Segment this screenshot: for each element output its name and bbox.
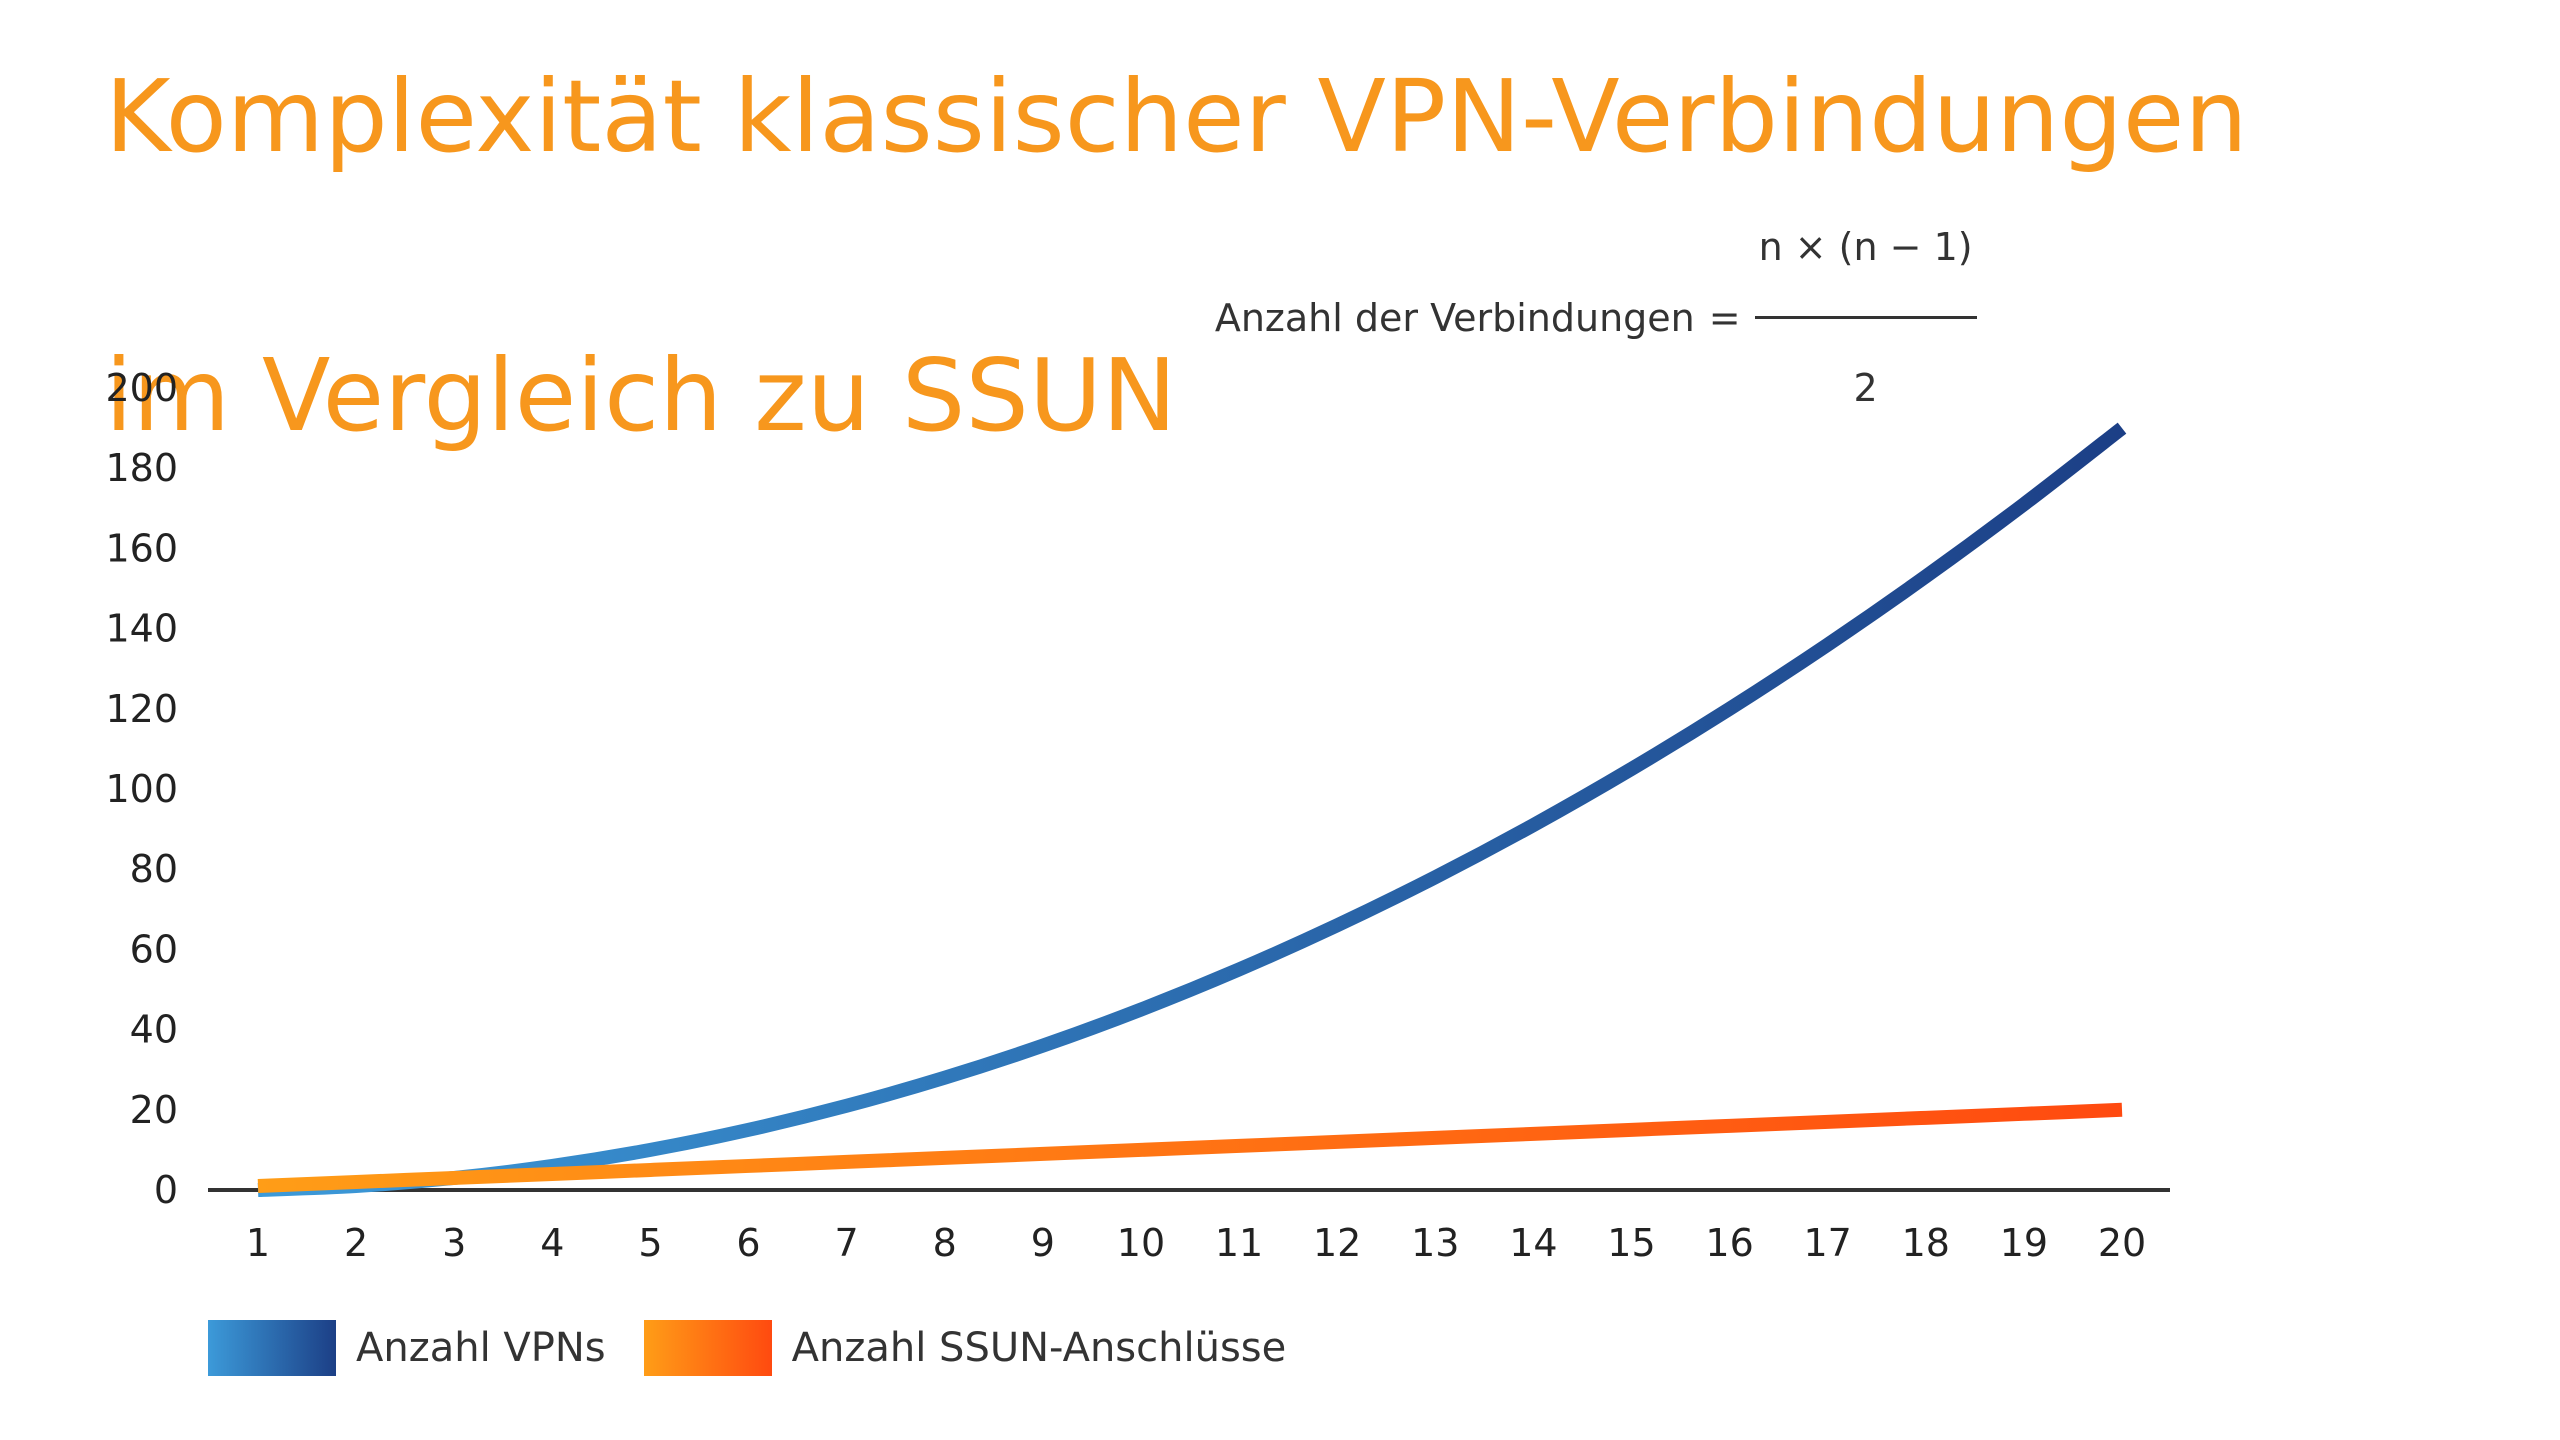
x-tick-label: 3: [442, 1221, 466, 1265]
y-tick-label: 0: [154, 1168, 178, 1212]
series-line-vpn: [257, 422, 2127, 1197]
x-tick-label: 2: [344, 1221, 368, 1265]
y-tick-label: 160: [105, 526, 178, 570]
formula-equals: =: [1708, 295, 1741, 340]
x-tick-label: 5: [638, 1221, 662, 1265]
formula-fraction: n × (n − 1) 2: [1754, 182, 1977, 453]
x-tick-label: 13: [1411, 1221, 1459, 1265]
legend-swatch-vpn: [208, 1320, 336, 1376]
legend-label-ssun: Anzahl SSUN-Anschlüsse: [791, 1325, 1287, 1371]
title-line-1: Komplexität klassischer VPN-Verbindungen: [105, 58, 2248, 175]
y-tick-label: 100: [105, 767, 178, 811]
series-lines: [257, 422, 2127, 1197]
x-tick-label: 1: [246, 1221, 270, 1265]
formula-lhs: Anzahl der Verbindungen: [1214, 295, 1695, 340]
legend-swatch-ssun: [643, 1320, 772, 1376]
x-tick-label: 8: [933, 1221, 957, 1265]
x-tick-label: 16: [1705, 1221, 1753, 1265]
x-tick-label: 9: [1031, 1221, 1055, 1265]
formula-numerator: n × (n − 1): [1754, 182, 1977, 319]
y-tick-label: 140: [105, 607, 178, 651]
x-tick-label: 7: [835, 1221, 859, 1265]
y-tick-label: 80: [130, 847, 178, 891]
x-tick-label: 4: [540, 1221, 564, 1265]
x-axis-tick-labels: 1 2 3 4 5 6 7 8 9 10 11 12 13 14 15 16 17 18 19 20: [246, 1221, 2146, 1265]
x-tick-label: 12: [1313, 1221, 1361, 1265]
connection-formula: Anzahl der Verbindungen = n × (n − 1) 2: [1215, 182, 1977, 453]
chart-title: Komplexität klassischer VPN-Verbindungen…: [105, 52, 2248, 461]
x-tick-label: 6: [736, 1221, 760, 1265]
y-axis-tick-labels: 0 20 40 60 80 100 120 140 160 180 200: [105, 366, 178, 1212]
y-tick-label: 60: [130, 927, 178, 971]
legend-item-vpn: Anzahl VPNs: [208, 1320, 606, 1376]
title-line-2-row: im Vergleich zu SSUN Anzahl der Verbindu…: [105, 182, 2248, 461]
x-tick-label: 10: [1117, 1221, 1165, 1265]
x-tick-label: 15: [1607, 1221, 1655, 1265]
title-line-2: im Vergleich zu SSUN: [105, 337, 1177, 454]
y-tick-label: 200: [105, 366, 178, 410]
x-tick-label: 11: [1215, 1221, 1263, 1265]
x-tick-label: 17: [1804, 1221, 1852, 1265]
legend-item-ssun: Anzahl SSUN-Anschlüsse: [643, 1320, 1287, 1376]
series-line-ssun: [257, 1102, 2123, 1193]
x-tick-label: 18: [1902, 1221, 1950, 1265]
x-tick-label: 14: [1509, 1221, 1557, 1265]
y-tick-label: 180: [105, 446, 178, 490]
y-tick-label: 40: [130, 1008, 178, 1052]
x-tick-label: 19: [2000, 1221, 2048, 1265]
chart-legend: Anzahl VPNs Anzahl SSUN-Anschlüsse: [208, 1320, 1324, 1376]
y-tick-label: 120: [105, 687, 178, 731]
y-tick-label: 20: [130, 1088, 178, 1132]
legend-label-vpn: Anzahl VPNs: [356, 1325, 606, 1371]
formula-denominator: 2: [1853, 366, 1878, 410]
x-tick-label: 20: [2098, 1221, 2146, 1265]
